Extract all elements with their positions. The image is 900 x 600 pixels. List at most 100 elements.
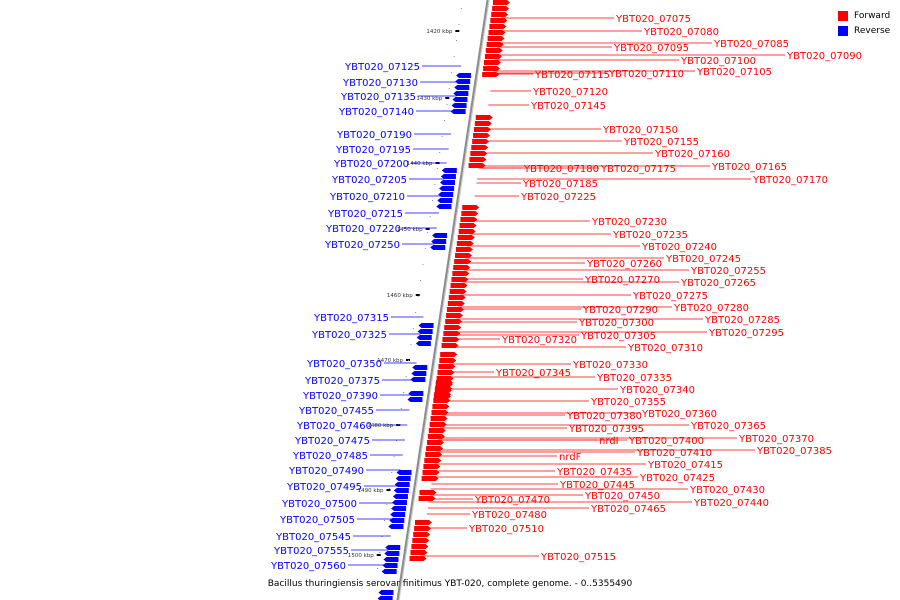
reverse-gene-label: YBT020_07350 (306, 359, 382, 370)
forward-gene-label: YBT020_07180 (523, 164, 599, 175)
forward-gene-arrow (427, 440, 444, 445)
forward-gene-arrow (493, 0, 510, 5)
scale-dot (391, 472, 393, 473)
reverse-gene-label: YBT020_07315 (313, 313, 389, 324)
forward-gene-label: YBT020_07370 (738, 434, 814, 445)
reverse-gene-arrow (396, 470, 412, 475)
forward-gene-arrow (452, 271, 470, 276)
scale-tick-label: 1500 kbp (348, 553, 374, 559)
reverse-gene-arrow (431, 239, 447, 244)
forward-gene-label: YBT020_07450 (584, 491, 660, 502)
genome-backbone-highlight (398, 0, 490, 600)
forward-gene-arrow (442, 337, 460, 342)
reverse-gene-label: YBT020_07495 (286, 482, 362, 493)
forward-gene-arrow (489, 24, 507, 29)
forward-gene-arrow (469, 157, 487, 162)
scale-dot (420, 280, 421, 281)
scale-tick-label: 1420 kbp (426, 29, 452, 35)
reverse-gene-arrow (381, 569, 397, 574)
forward-gene-arrow (468, 163, 486, 168)
forward-gene-arrow (473, 127, 491, 132)
scale-dot (446, 104, 448, 105)
forward-gene-label: YBT020_07355 (590, 397, 666, 408)
forward-gene-arrow (424, 458, 442, 463)
forward-gene-label: YBT020_07380 (566, 411, 642, 422)
forward-gene-arrow (474, 121, 492, 126)
forward-gene-arrow (445, 319, 463, 324)
scale-tick-mark (386, 489, 391, 491)
forward-swatch (838, 10, 848, 21)
reverse-gene-label: YBT020_07490 (288, 466, 364, 477)
reverse-gene-arrow (454, 85, 470, 90)
forward-gene-arrow (456, 241, 474, 246)
forward-gene-arrow (446, 313, 464, 318)
forward-gene-arrow (449, 289, 467, 294)
reverse-gene-arrow (417, 329, 433, 334)
legend-reverse-label: Reverse (854, 25, 891, 36)
forward-gene-label: YBT020_07275 (632, 291, 708, 302)
legend-forward-label: Forward (854, 10, 891, 21)
scale-dot (412, 328, 414, 329)
forward-gene-label: YBT020_07440 (693, 498, 769, 509)
forward-gene-arrow (411, 544, 429, 549)
reverse-gene-label: YBT020_07375 (304, 376, 380, 387)
forward-gene-label: YBT020_07160 (654, 149, 730, 160)
forward-gene-label: YBT020_07365 (690, 421, 766, 432)
reverse-gene-arrow (430, 245, 446, 250)
reverse-gene-label: YBT020_07545 (275, 532, 351, 543)
forward-gene-arrow (437, 370, 455, 375)
reverse-gene-arrow (456, 73, 472, 78)
reverse-gene-arrow (441, 168, 457, 173)
forward-gene-arrow (490, 18, 508, 23)
reverse-gene-arrow (412, 365, 428, 370)
forward-gene-arrow (438, 364, 456, 369)
scale-tick-label: 1430 kbp (416, 96, 442, 102)
reverse-gene-label: YBT020_07555 (273, 546, 349, 557)
reverse-gene-arrow (436, 204, 452, 209)
reverse-gene-arrow (407, 397, 423, 402)
scale-dot (376, 568, 378, 569)
forward-gene-label: nrdI (599, 436, 619, 447)
forward-gene-arrow (492, 6, 510, 11)
forward-gene-label: YBT020_07445 (559, 480, 635, 491)
forward-gene-arrow (470, 151, 488, 156)
reverse-gene-label: YBT020_07505 (279, 515, 355, 526)
forward-gene-label: YBT020_07340 (619, 385, 695, 396)
forward-gene-label: YBT020_07240 (641, 242, 717, 253)
forward-gene-label: YBT020_07145 (530, 101, 606, 112)
reverse-gene-label: YBT020_07140 (338, 107, 414, 118)
reverse-gene-arrow (391, 506, 407, 511)
forward-gene-arrow (484, 60, 501, 65)
forward-gene-label: YBT020_07255 (690, 266, 766, 277)
reverse-gene-label: YBT020_07220 (325, 224, 401, 235)
forward-gene-label: YBT020_07300 (578, 318, 654, 329)
forward-gene-label: YBT020_07185 (522, 179, 598, 190)
reverse-gene-arrow (394, 482, 410, 487)
forward-gene-label: YBT020_07105 (696, 67, 772, 78)
forward-gene-arrow (450, 283, 468, 288)
reverse-gene-label: YBT020_07390 (302, 391, 378, 402)
forward-gene-arrow (462, 205, 480, 210)
scale-tick-mark (415, 294, 420, 296)
scale-dot (453, 56, 455, 57)
forward-gene-label: YBT020_07235 (612, 230, 688, 241)
forward-gene-label: YBT020_07345 (495, 368, 571, 379)
reverse-gene-label: YBT020_07250 (324, 240, 400, 251)
scale-dot (386, 504, 388, 505)
forward-gene-arrow (451, 277, 469, 282)
forward-gene-label: YBT020_07290 (582, 305, 658, 316)
forward-gene-label: YBT020_07510 (468, 524, 544, 535)
forward-gene-label: YBT020_07360 (641, 409, 717, 420)
forward-gene-arrow (429, 422, 447, 427)
forward-gene-label: YBT020_07165 (711, 162, 787, 173)
forward-gene-arrow (458, 229, 476, 234)
forward-gene-arrow (455, 247, 473, 252)
forward-gene-arrow (419, 490, 437, 495)
scale-tick-mark (425, 228, 430, 230)
forward-gene-arrow (459, 223, 477, 228)
forward-gene-arrow (491, 12, 509, 17)
reverse-gene-arrow (384, 551, 400, 556)
forward-gene-label: YBT020_07295 (708, 328, 784, 339)
